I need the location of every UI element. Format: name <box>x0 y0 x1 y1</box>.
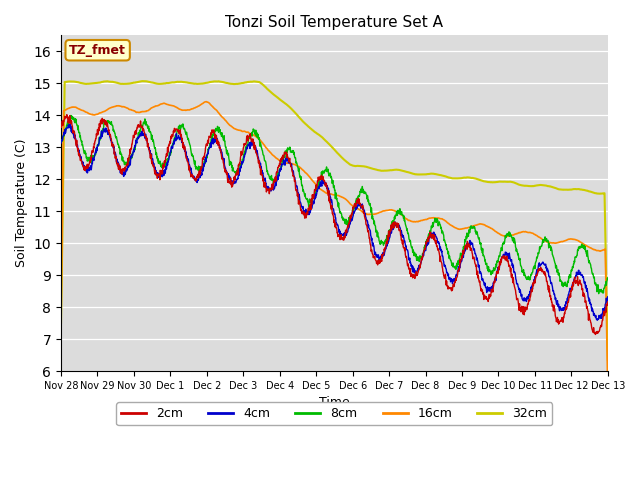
X-axis label: Time: Time <box>319 396 350 409</box>
Legend: 2cm, 4cm, 8cm, 16cm, 32cm: 2cm, 4cm, 8cm, 16cm, 32cm <box>116 402 552 425</box>
Text: TZ_fmet: TZ_fmet <box>69 44 126 57</box>
Y-axis label: Soil Temperature (C): Soil Temperature (C) <box>15 139 28 267</box>
Title: Tonzi Soil Temperature Set A: Tonzi Soil Temperature Set A <box>225 15 444 30</box>
